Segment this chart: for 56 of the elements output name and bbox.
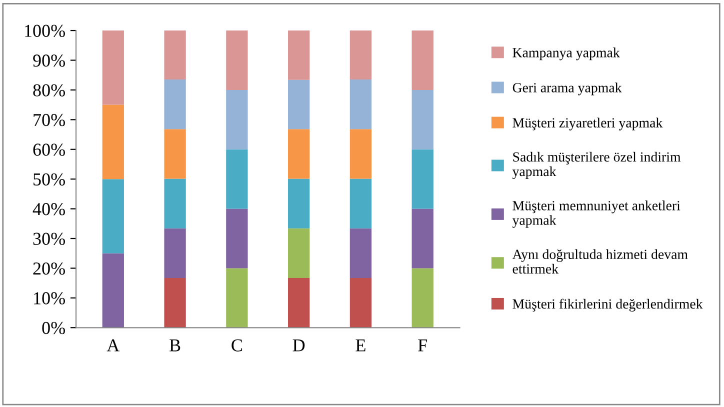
legend-label: Aynı doğrultuda hizmeti devam ettirmek xyxy=(512,249,688,274)
bar xyxy=(102,104,124,180)
y-tick-label: 60% xyxy=(33,144,65,156)
y-tick-label: 50% xyxy=(34,173,65,186)
y-tick-label: 100% xyxy=(25,24,65,38)
y-tick-label: 0% xyxy=(42,322,65,334)
x-tick-label: E xyxy=(356,339,366,352)
bar xyxy=(288,178,310,228)
bar xyxy=(350,228,372,278)
legend-label: Kampanya yapmak xyxy=(512,48,620,60)
bar xyxy=(164,278,186,328)
y-tick-label: 10% xyxy=(34,292,65,304)
bar xyxy=(226,268,248,328)
legend-label: Sadık müşterilere özel indirim yapmak xyxy=(512,152,681,180)
bar xyxy=(288,228,310,278)
y-tick-label: 40% xyxy=(32,203,65,216)
bar xyxy=(350,278,372,328)
bar xyxy=(226,90,248,150)
y-tick-label: 90% xyxy=(33,54,65,67)
bar xyxy=(164,228,186,278)
bar xyxy=(412,268,434,328)
bar xyxy=(412,30,434,90)
bar xyxy=(164,30,186,80)
y-tick-label: 30% xyxy=(33,232,65,246)
bar xyxy=(288,30,310,80)
bar xyxy=(102,179,124,254)
bar xyxy=(288,129,310,179)
bar xyxy=(226,149,248,209)
bar xyxy=(164,178,186,228)
x-tick-label: B xyxy=(170,339,180,352)
x-tick-label: F xyxy=(418,339,427,352)
bar xyxy=(350,178,372,228)
bar xyxy=(102,30,124,105)
bar xyxy=(226,208,248,268)
x-tick-label: A xyxy=(106,339,120,352)
bar xyxy=(102,253,124,328)
bar xyxy=(288,278,310,328)
bar xyxy=(412,149,434,209)
bar xyxy=(164,80,186,130)
x-tick-label: C xyxy=(232,339,242,352)
legend-label: Müşteri fikirlerini değerlendirmek xyxy=(512,298,703,312)
bar xyxy=(350,129,372,179)
bar xyxy=(164,129,186,179)
bar xyxy=(412,208,434,268)
x-tick-label: D xyxy=(292,339,305,352)
y-tick-label: 70% xyxy=(34,114,65,126)
legend-label: Geri arama yapmak xyxy=(512,82,622,96)
y-tick-label: 20% xyxy=(33,262,65,275)
legend-label: Müşteri ziyaretleri yapmak xyxy=(512,118,663,130)
bar xyxy=(226,30,248,90)
bar xyxy=(350,30,372,80)
legend-label: Müşteri memnuniyet anketleri yapmak xyxy=(512,200,680,228)
y-tick-label: 80% xyxy=(33,84,65,96)
bar xyxy=(288,80,310,130)
bar xyxy=(412,90,434,150)
bar xyxy=(350,80,372,130)
